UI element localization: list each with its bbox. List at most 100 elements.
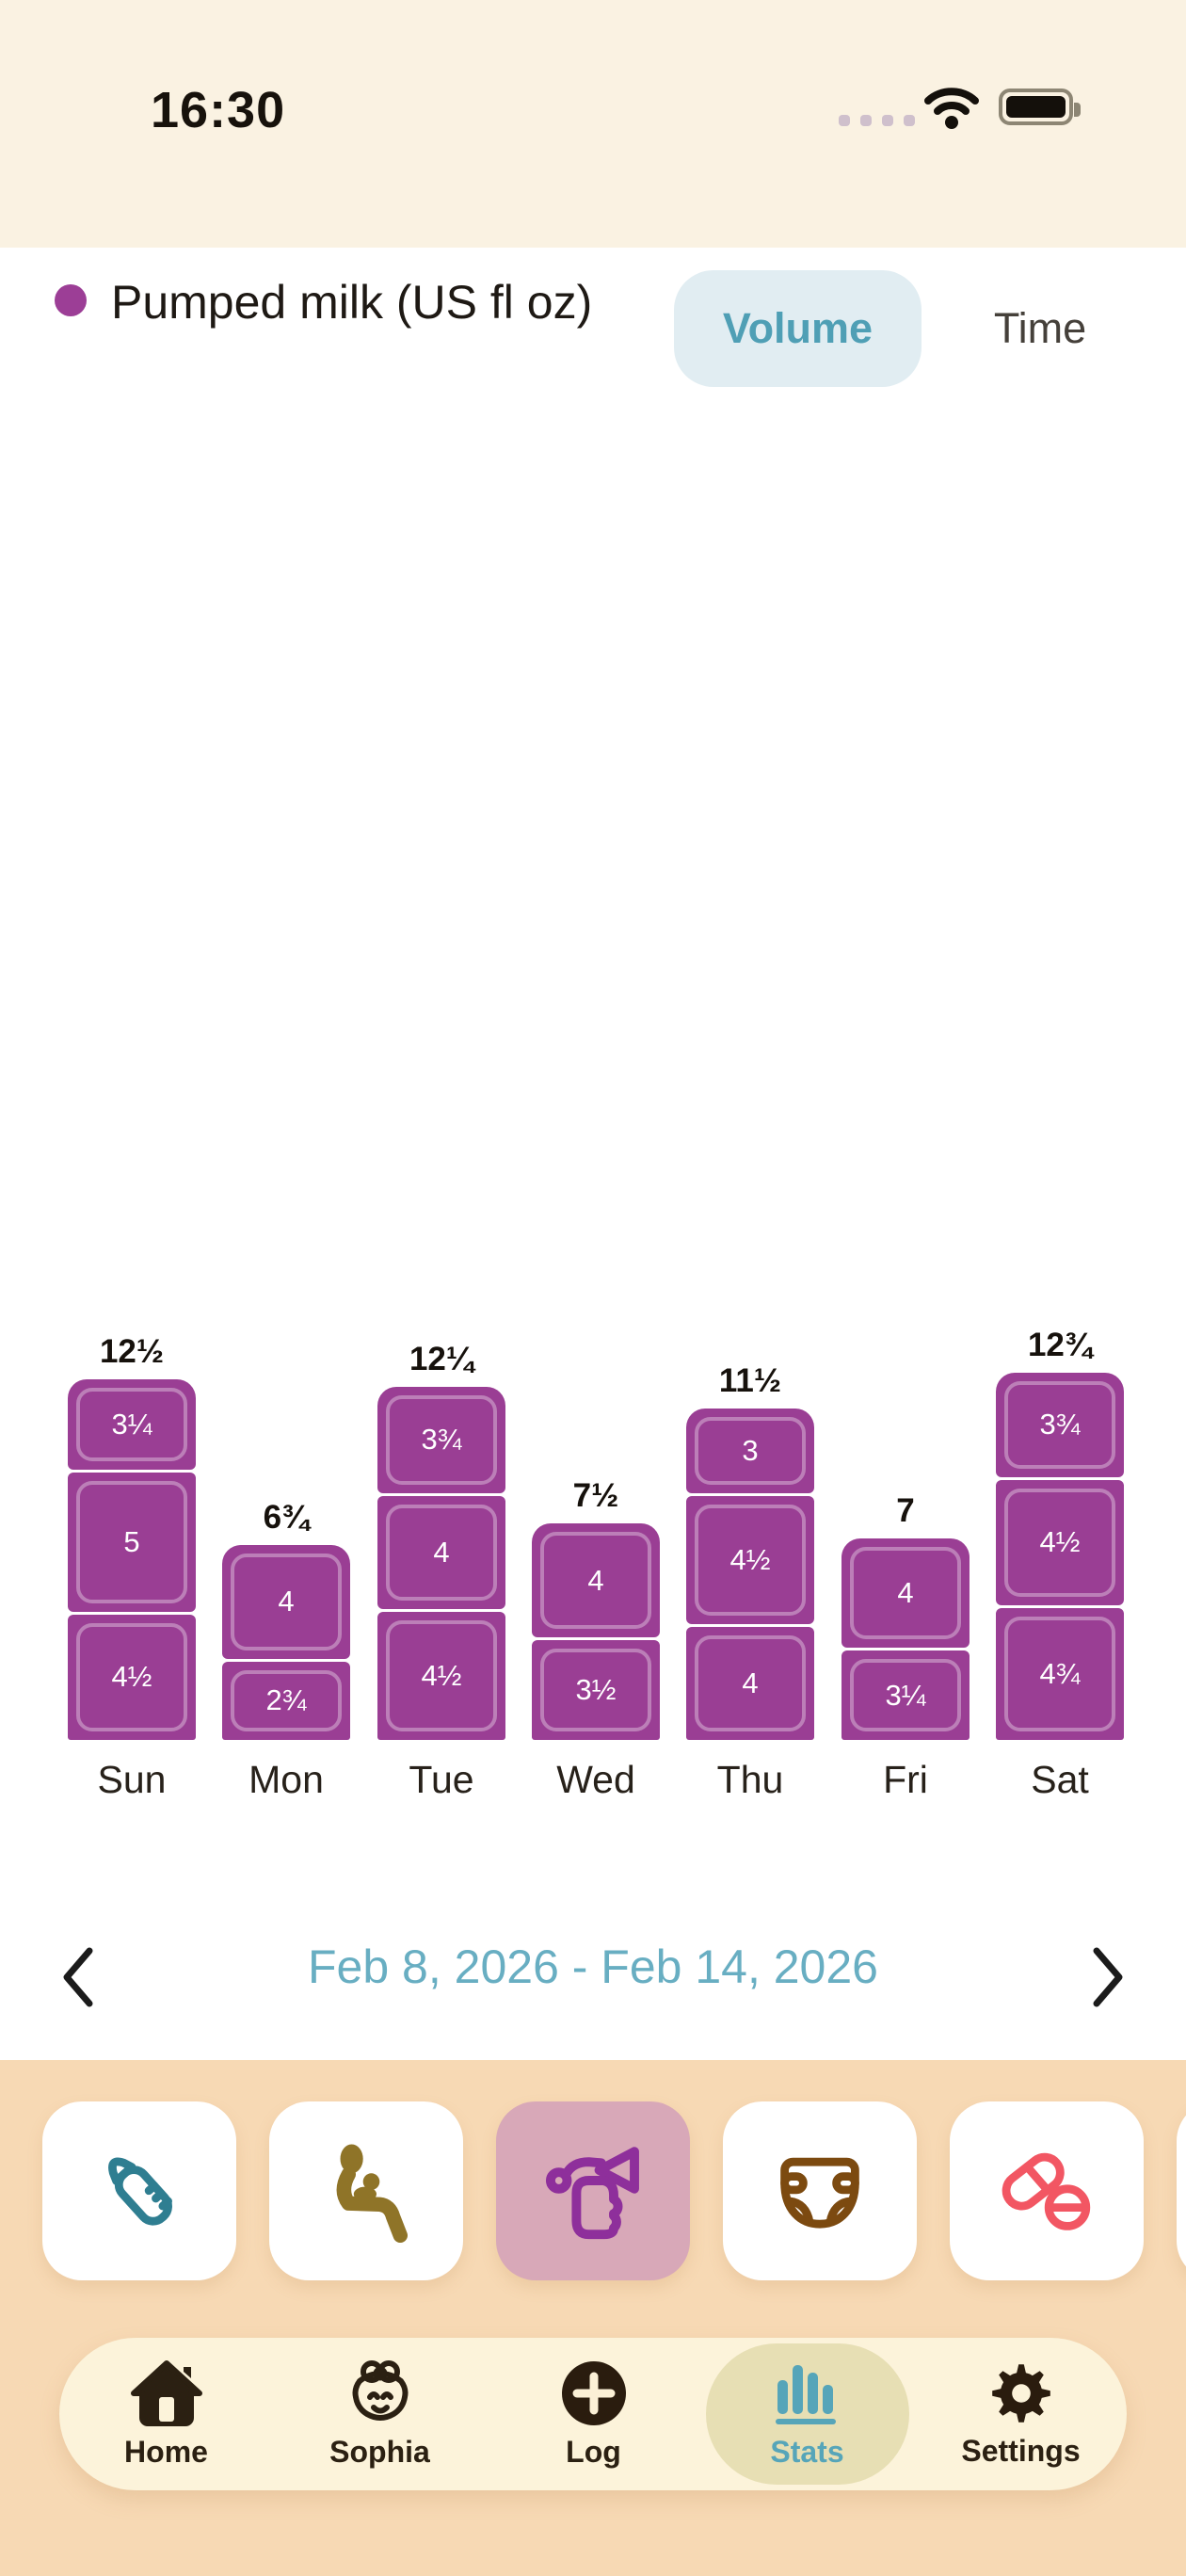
bar-total-label-wed: 7½	[572, 1477, 619, 1514]
bar-segment[interactable]: 4	[686, 1626, 814, 1740]
bar-segment[interactable]: 3¾	[377, 1387, 505, 1493]
bar-segment-value: 3½	[575, 1673, 617, 1707]
legend-dot-icon	[55, 284, 87, 316]
stacked-bar-sat[interactable]: 3¾ 4½ 4¾	[996, 1373, 1124, 1740]
pills-icon	[1002, 2152, 1091, 2230]
bar-segment-value: 4	[278, 1585, 295, 1618]
bar-segment[interactable]: 5	[68, 1473, 196, 1612]
chart-section	[0, 248, 1186, 2060]
nav-label-log: Log	[566, 2434, 621, 2469]
stacked-bar-tue[interactable]: 3¾ 4 4½	[377, 1387, 505, 1740]
day-label-sat: Sat	[1031, 1758, 1089, 1801]
stats-bars-icon	[775, 2364, 836, 2424]
bar-segment-value: 3¼	[111, 1408, 152, 1441]
status-bar: 16:30	[0, 0, 1186, 248]
bar-segment-value: 2¾	[265, 1683, 307, 1717]
nav-label-settings: Settings	[961, 2433, 1081, 2468]
gear-icon	[991, 2363, 1050, 2423]
bar-segment[interactable]: 4½	[996, 1479, 1124, 1605]
bar-segment[interactable]: 3½	[532, 1640, 660, 1740]
bar-total-label-mon: 6¾	[263, 1499, 310, 1536]
nav-item-settings[interactable]: Settings	[914, 2338, 1128, 2490]
bar-segment-value: 4	[587, 1563, 604, 1597]
bar-segment-value: 4½	[111, 1660, 152, 1694]
nursing-icon	[336, 2144, 408, 2243]
day-label-thu: Thu	[716, 1758, 784, 1801]
activity-tab-pump[interactable]	[496, 2101, 690, 2280]
bar-segment[interactable]: 3¾	[996, 1373, 1124, 1477]
bar-segment[interactable]: 4½	[68, 1614, 196, 1740]
cellular-signal-icon	[839, 115, 915, 126]
nav-item-log[interactable]: Log	[487, 2338, 700, 2490]
bar-segment[interactable]: 4	[532, 1523, 660, 1638]
bar-segment[interactable]: 3¼	[68, 1379, 196, 1471]
prev-week-button[interactable]	[45, 1941, 113, 2013]
bottle-icon	[108, 2157, 172, 2226]
nav-item-stats[interactable]: Stats	[700, 2338, 914, 2490]
bar-segment[interactable]: 4	[377, 1495, 505, 1610]
nav-item-home[interactable]: Home	[59, 2338, 273, 2490]
activity-tab-diaper[interactable]	[723, 2101, 917, 2280]
nav-label-stats: Stats	[770, 2434, 844, 2469]
bar-segment[interactable]: 4½	[377, 1612, 505, 1740]
stacked-bar-wed[interactable]: 4 3½	[532, 1523, 660, 1740]
day-label-wed: Wed	[556, 1758, 635, 1801]
bar-segment-value: 3¼	[885, 1678, 926, 1712]
toggle-time-button[interactable]: Time	[970, 270, 1111, 387]
bar-total-label-fri: 7	[896, 1492, 915, 1529]
bar-segment-value: 3¾	[421, 1423, 462, 1457]
toggle-volume-label: Volume	[722, 304, 873, 352]
activity-tab-bottle[interactable]	[42, 2101, 236, 2280]
stacked-bar-sun[interactable]: 3¼ 5 4½	[68, 1379, 196, 1740]
bar-segment-value: 3	[742, 1434, 759, 1468]
clock-text: 16:30	[151, 82, 286, 138]
bottom-nav: Home Sophia Log	[59, 2338, 1127, 2490]
day-label-sun: Sun	[97, 1758, 167, 1801]
wifi-icon	[924, 88, 979, 129]
bar-segment[interactable]: 3¼	[841, 1650, 970, 1740]
bar-total-label-thu: 11½	[718, 1362, 782, 1399]
breast-pump-icon	[545, 2147, 639, 2240]
stacked-bar-mon[interactable]: 4 2¾	[222, 1545, 350, 1740]
stats-selected-pill	[706, 2343, 909, 2485]
bar-segment-value: 4	[897, 1576, 914, 1610]
nav-item-sophia[interactable]: Sophia	[273, 2338, 487, 2490]
bar-segment-value: 4	[433, 1536, 450, 1570]
bar-segment[interactable]: 2¾	[222, 1661, 350, 1740]
bar-segment-value: 4½	[421, 1659, 462, 1693]
stacked-bar-thu[interactable]: 3 4½ 4	[686, 1409, 814, 1740]
nav-label-sophia: Sophia	[329, 2434, 430, 2469]
toggle-volume-button[interactable]: Volume	[674, 270, 922, 387]
activity-tab-medicine[interactable]	[950, 2101, 1144, 2280]
next-week-button[interactable]	[1073, 1941, 1141, 2013]
activity-tab-nursing[interactable]	[269, 2101, 463, 2280]
bar-segment-value: 4½	[1039, 1525, 1081, 1559]
add-log-icon	[561, 2360, 626, 2425]
toggle-time-label: Time	[993, 304, 1087, 352]
bar-segment-value: 4¾	[1039, 1656, 1081, 1690]
day-label-tue: Tue	[409, 1758, 474, 1801]
bar-segment[interactable]: 4¾	[996, 1607, 1124, 1740]
day-label-mon: Mon	[248, 1758, 324, 1801]
bar-total-label-tue: 12¼	[409, 1341, 474, 1377]
diaper-icon	[780, 2157, 859, 2229]
activity-tab-next-partial[interactable]	[1177, 2101, 1186, 2280]
bar-total-label-sun: 12½	[99, 1333, 165, 1370]
battery-icon	[999, 89, 1081, 125]
day-label-fri: Fri	[883, 1758, 928, 1801]
baby-face-icon	[352, 2359, 408, 2421]
date-range-label[interactable]: Feb 8, 2026 - Feb 14, 2026	[308, 1940, 878, 1993]
bar-segment[interactable]: 4½	[686, 1496, 814, 1624]
bar-total-label-sat: 12¾	[1027, 1327, 1093, 1363]
bar-segment[interactable]: 4	[222, 1545, 350, 1659]
bar-segment-value: 3¾	[1039, 1408, 1081, 1441]
bar-segment-value: 4½	[729, 1542, 771, 1576]
bar-segment[interactable]: 3	[686, 1409, 814, 1494]
bar-segment[interactable]: 4	[841, 1538, 970, 1649]
stacked-bar-fri[interactable]: 4 3¼	[841, 1538, 970, 1740]
bar-segment-value: 4	[742, 1666, 759, 1699]
nav-label-home: Home	[124, 2434, 208, 2469]
home-icon	[130, 2359, 202, 2426]
